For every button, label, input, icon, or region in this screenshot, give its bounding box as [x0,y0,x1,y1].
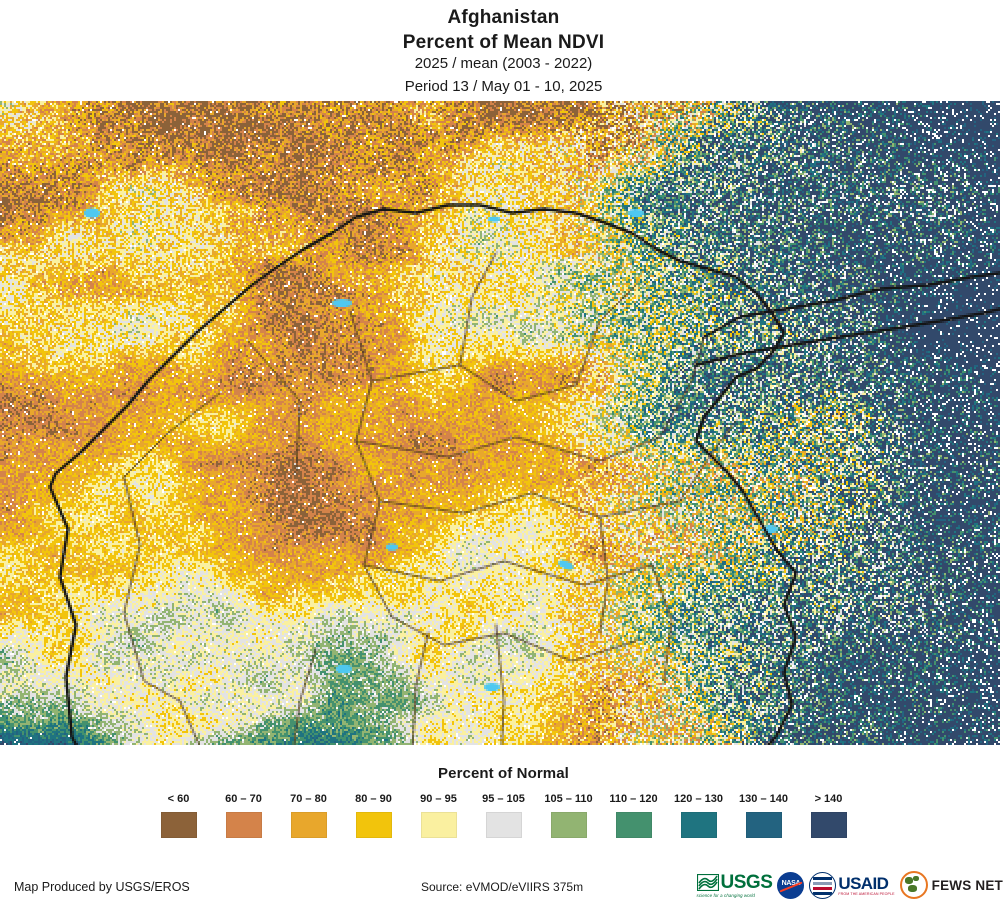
footer-block: Map Produced by USGS/EROS Source: eVMOD/… [0,860,1007,912]
legend-item: 120 – 130 [666,793,731,838]
legend-item-swatch [225,812,262,838]
map-title-block: Afghanistan Percent of Mean NDVI 2025 / … [0,0,1007,101]
legend-item-label: 130 – 140 [739,793,788,805]
legend-item-label: 90 – 95 [420,793,457,805]
partner-logo-strip: USGS science for a changing world NASA U… [696,866,1003,904]
legend-item-swatch [615,812,652,838]
legend-block: Percent of Normal < 60 60 – 70 70 – 80 80 –… [0,745,1007,860]
usaid-tagline: FROM THE AMERICAN PEOPLE [838,891,895,896]
legend-item: 130 – 140 [731,793,796,838]
usaid-wordmark: USAID [838,873,889,893]
legend-item-label: 95 – 105 [482,793,525,805]
legend-item: 80 – 90 [341,793,406,838]
legend-item-label: < 60 [167,793,190,805]
fews-net-logo[interactable]: FEWS NET [899,871,1003,899]
usaid-logo[interactable]: USAID FROM THE AMERICAN PEOPLE [809,871,895,899]
legend-swatch-row: < 60 60 – 70 70 – 80 80 – 90 90 – 95 95 – 105… [0,793,1007,838]
legend-item-label: 70 – 80 [290,793,327,805]
nasa-wordmark: NASA [781,879,801,887]
usgs-mark-icon [696,873,719,891]
legend-item-label: 120 – 130 [674,793,723,805]
legend-item-label: 60 – 70 [225,793,262,805]
map-credit-text: Map Produced by USGS/EROS [14,880,190,894]
product-title: Percent of Mean NDVI [402,32,605,53]
legend-item-swatch [680,812,717,838]
page-title: Afghanistan [447,7,560,28]
legend-item-swatch [745,812,782,838]
data-source-text: Source: eVMOD/eVIIRS 375m [421,880,584,894]
legend-item-swatch [160,812,197,838]
legend-item: 70 – 80 [276,793,341,838]
legend-item-label: 80 – 90 [355,793,392,805]
usaid-seal-icon [809,871,837,899]
legend-item-label: > 140 [814,793,843,805]
legend-item-label: 110 – 120 [609,793,658,805]
legend-item: 110 – 120 [601,793,666,838]
fews-globe-icon [899,871,928,899]
map-right-margin [1000,101,1007,745]
legend-item-label: 105 – 110 [544,793,593,805]
legend-item: 95 – 105 [471,793,536,838]
legend-item-swatch [290,812,327,838]
nasa-logo[interactable]: NASA [777,871,805,899]
legend-item: < 60 [146,793,211,838]
fews-net-wordmark: FEWS NET [931,877,1003,893]
map-image-panel[interactable] [0,101,1007,745]
legend-title: Percent of Normal [438,765,569,782]
legend-item: 60 – 70 [211,793,276,838]
legend-item: 90 – 95 [406,793,471,838]
legend-item-swatch [420,812,457,838]
legend-item-swatch [810,812,847,838]
legend-item: > 140 [796,793,861,838]
legend-item-swatch [355,812,392,838]
legend-item-swatch [485,812,522,838]
ndvi-raster-map[interactable] [0,101,1000,745]
legend-item-swatch [550,812,587,838]
usgs-wordmark: USGS [720,871,773,893]
period-subtitle: Period 13 / May 01 - 10, 2025 [404,78,603,95]
legend-item: 105 – 110 [536,793,601,838]
usgs-logo[interactable]: USGS science for a changing world [696,871,773,898]
baseline-subtitle: 2025 / mean (2003 - 2022) [414,55,593,72]
usgs-tagline: science for a changing world [696,892,755,898]
